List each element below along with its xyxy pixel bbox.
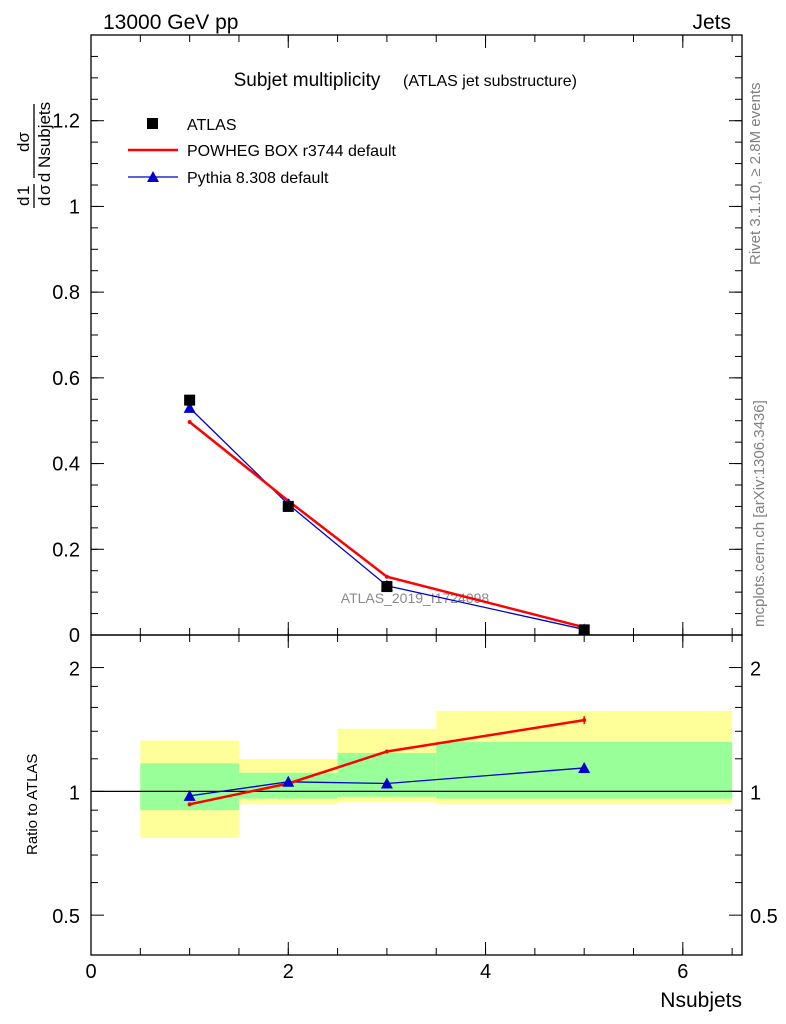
atlas-point bbox=[381, 581, 393, 593]
ratio-pythia-point bbox=[282, 775, 295, 787]
legend-atlas-label: ATLAS bbox=[187, 117, 237, 134]
pythia-point bbox=[183, 401, 196, 413]
ratio-xtick-label: 6 bbox=[677, 961, 688, 983]
ratio-pythia-line bbox=[189, 767, 585, 797]
x-axis-label: Nsubjets bbox=[660, 989, 742, 1012]
powheg-point bbox=[187, 420, 192, 424]
powheg-line bbox=[188, 421, 585, 629]
legend-pythia-label: Pythia 8.308 default bbox=[187, 170, 329, 187]
chart-title: Subjet multiplicity bbox=[234, 70, 381, 91]
atlas-point bbox=[184, 394, 196, 406]
ratio-pythia-point bbox=[578, 761, 591, 773]
powheg-point bbox=[384, 574, 389, 579]
atlas-point bbox=[282, 500, 294, 512]
header-left: 13000 GeV pp bbox=[103, 11, 238, 34]
ratio-ytick-label-right: 2 bbox=[750, 659, 761, 681]
atlas-point bbox=[578, 624, 590, 636]
main-ytick-label: 0.2 bbox=[52, 539, 80, 561]
ylabel-sigma: σ bbox=[35, 184, 54, 195]
ratio-ytick-label-left: 0.5 bbox=[52, 906, 80, 928]
ratio-xtick-label: 0 bbox=[85, 961, 96, 983]
legend-powheg-label: POWHEG BOX r3744 default bbox=[187, 143, 397, 160]
generator-label: Rivet 3.1.10, ≥ 2.8M events bbox=[747, 83, 764, 266]
ratio-frame bbox=[90, 634, 743, 956]
ylabel-frac-num: dσ bbox=[14, 132, 33, 152]
main-ytick-label: 0.8 bbox=[52, 282, 80, 304]
legend-atlas-marker bbox=[147, 118, 158, 129]
main-ytick-label: 1 bbox=[69, 196, 80, 218]
ylabel-prefix-num: d bbox=[14, 197, 33, 206]
ratio-powheg-line bbox=[189, 718, 585, 806]
ratio-ytick-label-left: 1 bbox=[69, 782, 80, 804]
ratio-ytick-label-left: 2 bbox=[69, 659, 80, 681]
main-ytick-label: 0 bbox=[69, 625, 80, 647]
legend-pythia-marker bbox=[147, 171, 159, 182]
ratio-panel: 0.5 0.5 1 1 2 2 0 2 4 6 Ratio to ATLAS Nsubjets bbox=[24, 634, 778, 1012]
ratio-band-inner bbox=[337, 752, 437, 797]
pythia-line bbox=[189, 407, 585, 631]
main-ytick-label: 0.6 bbox=[52, 368, 80, 390]
header-right: Jets bbox=[692, 11, 731, 34]
chart-subtitle: (ATLAS jet substructure) bbox=[403, 73, 577, 90]
ylabel-one: 1 bbox=[14, 186, 33, 195]
main-ytick-label: 1.2 bbox=[52, 111, 80, 133]
legend: ATLAS POWHEG BOX r3744 default Pythia 8.30… bbox=[128, 117, 397, 187]
ratio-powheg-point bbox=[384, 749, 389, 754]
site-label: mcplots.cern.ch [arXiv:1306.3436] bbox=[751, 400, 768, 627]
ylabel-prefix-den: d bbox=[35, 197, 54, 206]
ratio-pythia-point bbox=[183, 789, 196, 801]
ratio-powheg-point bbox=[187, 802, 192, 807]
ratio-pythia-point bbox=[380, 777, 393, 789]
ratio-xtick-label: 4 bbox=[480, 961, 491, 983]
main-ytick-label: 0.4 bbox=[52, 454, 80, 476]
ratio-xtick-label: 2 bbox=[283, 961, 294, 983]
ylabel-frac-den: d Nsubjets bbox=[35, 102, 54, 182]
ratio-ylabel: Ratio to ATLAS bbox=[24, 754, 41, 855]
ratio-ytick-label-right: 1 bbox=[750, 782, 761, 804]
ratio-ytick-label-right: 0.5 bbox=[750, 906, 778, 928]
